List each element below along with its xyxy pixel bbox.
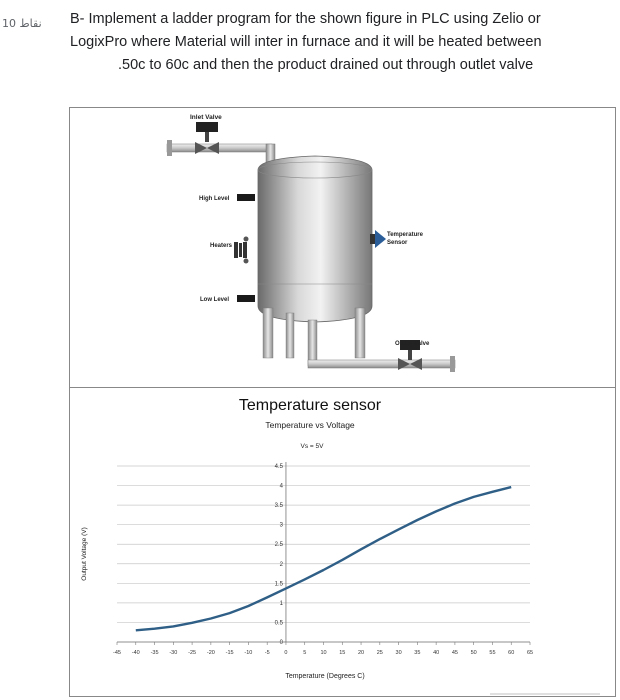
x-tick-label: -40 [132,650,140,656]
y-tick-label: 3.5 [275,503,284,509]
inlet-pipe [166,143,273,153]
low-level-sensor [237,295,255,302]
x-tick-label: -35 [151,650,159,656]
outlet-valve-label: Outlet Valve [395,341,430,347]
y-tick-label: 4.5 [275,464,284,470]
y-tick-label: 2 [280,562,284,568]
y-axis-label: Output Voltage (V) [81,527,88,580]
question-figure: Inlet Valve Heaters High Level Low Level [69,107,616,697]
low-level-label: Low Level [200,297,229,303]
heaters-label: Heaters [210,243,233,249]
x-tick-label: -15 [226,650,234,656]
temperature-chart: Temperature sensor Temperature vs Voltage… [81,397,533,680]
bottom-rule [490,693,600,695]
temperature-sensor-icon [370,230,386,248]
y-tick-label: 0 [280,640,284,646]
y-tick-label: 3 [280,523,284,529]
x-tick-label: -45 [113,650,121,656]
x-tick-label: 25 [377,650,383,656]
x-tick-label: 55 [489,650,495,656]
question-line-2: LogixPro where Material will inter in fu… [70,34,542,50]
x-tick-label: 5 [303,650,306,656]
outlet-valve-icon [398,340,422,370]
y-tick-label: 1 [280,601,284,607]
x-tick-label: -25 [188,650,196,656]
question-text: B- Implement a ladder program for the sh… [70,8,610,77]
heaters-icon [234,236,249,264]
temperature-sensor-label-1: Temperature [387,232,424,238]
chart-title: Temperature sensor [239,397,382,414]
question-line-1: B- Implement a ladder program for the sh… [70,11,541,27]
x-tick-label: 65 [527,650,533,656]
x-tick-label: 30 [396,650,402,656]
x-tick-label: -30 [169,650,177,656]
outlet-pipe-end [450,356,455,372]
question-line-3: .50c to 60c and then the product drained… [118,57,534,73]
high-level-label: High Level [199,196,230,202]
x-tick-label: -5 [265,650,270,656]
x-tick-label: -10 [244,650,252,656]
x-axis-label: Temperature (Degrees C) [285,673,364,680]
y-tick-label: 4 [280,484,284,490]
figure-divider [70,387,615,388]
inlet-pipe-end [167,140,172,156]
x-tick-label: 50 [471,650,477,656]
question-header: 10 نقاط B- Implement a ladder program fo… [0,0,620,100]
x-tick-label: 10 [320,650,326,656]
x-tick-label: 45 [452,650,458,656]
x-tick-label: 35 [414,650,420,656]
y-tick-label: 1.5 [275,581,284,587]
points-label: 10 نقاط [2,17,42,30]
tank-diagram: Inlet Valve Heaters High Level Low Level [166,114,456,372]
inlet-valve-icon [195,122,219,154]
outlet-pipe [307,359,456,369]
x-tick-label: 20 [358,650,364,656]
y-tick-label: 0.5 [275,620,284,626]
x-tick-label: 40 [433,650,439,656]
x-tick-label: -20 [207,650,215,656]
chart-annotation: Vs = 5V [301,443,325,450]
series-line [135,485,512,632]
tank-icon [257,155,373,359]
y-tick-label: 2.5 [275,542,284,548]
x-tick-label: 15 [339,650,345,656]
inlet-valve-label: Inlet Valve [190,114,222,121]
outlet-pipe-vertical [307,319,318,367]
temperature-sensor-label-2: Sensor [387,240,408,246]
x-tick-label: 0 [284,650,287,656]
high-level-sensor [237,194,255,201]
chart-subtitle: Temperature vs Voltage [265,420,355,430]
x-tick-label: 60 [508,650,514,656]
